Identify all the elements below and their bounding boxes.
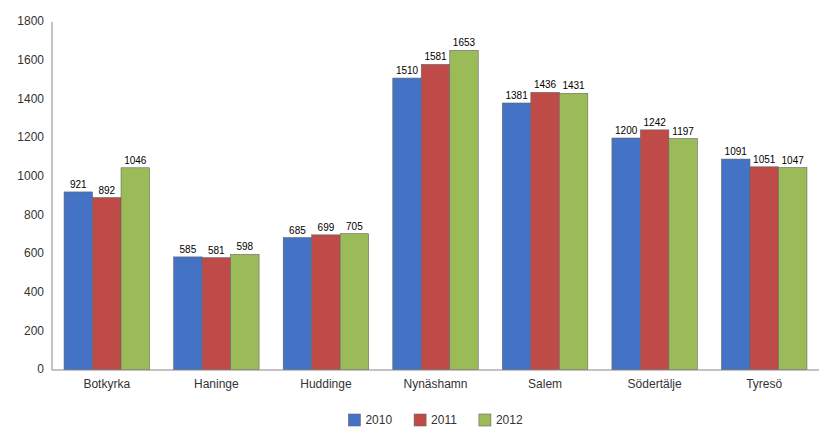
- bar: [202, 258, 230, 370]
- bar: [612, 138, 640, 370]
- bar: [121, 168, 149, 370]
- data-labels: 921 585 685 1510 1381 1200 1091 892 581 699 1581 14…: [70, 37, 804, 255]
- data-label: 892: [98, 185, 115, 196]
- data-label: 1436: [534, 79, 557, 90]
- legend-swatch: [348, 414, 360, 426]
- data-label: 705: [346, 221, 363, 232]
- data-label: 1197: [672, 126, 694, 137]
- bar: [750, 167, 778, 370]
- data-label: 1581: [424, 51, 447, 62]
- bar: [421, 64, 449, 370]
- legend-swatch: [414, 414, 426, 426]
- data-label: 1431: [562, 80, 585, 91]
- data-label: 699: [318, 222, 335, 233]
- bar: [231, 254, 259, 370]
- y-tick-label: 1400: [17, 92, 44, 106]
- x-axis: Botkyrka Haninge Huddinge Nynäshamn Salem Söd…: [52, 370, 819, 391]
- legend-item: 2011: [414, 413, 457, 427]
- bar: [393, 78, 421, 370]
- data-label: 1047: [782, 155, 805, 166]
- y-tick-label: 0: [37, 362, 44, 376]
- data-label: 921: [70, 179, 87, 190]
- bar: [502, 103, 530, 370]
- bar: [174, 257, 202, 370]
- legend: 2010 2011 2012: [348, 413, 523, 427]
- bar: [340, 234, 368, 370]
- legend-item: 2010: [348, 413, 392, 427]
- y-axis: 0 200 400 600 800 1000 1200 1400 1600 1800: [17, 14, 52, 376]
- legend-label: 2010: [365, 413, 392, 427]
- bar: [778, 168, 806, 370]
- data-label: 1200: [615, 125, 638, 136]
- x-tick-label: Salem: [528, 377, 562, 391]
- bar: [559, 93, 587, 370]
- y-tick-label: 600: [24, 246, 44, 260]
- legend-item: 2012: [479, 413, 523, 427]
- y-tick-label: 200: [24, 324, 44, 338]
- y-axis-line: [52, 22, 53, 370]
- y-tick-label: 1000: [17, 169, 44, 183]
- data-label: 1051: [753, 154, 776, 165]
- bar: [640, 130, 668, 370]
- data-label: 685: [289, 225, 306, 236]
- x-tick-label: Nynäshamn: [403, 377, 467, 391]
- data-label: 1510: [396, 65, 419, 76]
- data-label: 1381: [505, 90, 528, 101]
- x-tick-label: Haninge: [194, 377, 239, 391]
- data-label: 585: [180, 244, 197, 255]
- y-tick-label: 1600: [17, 53, 44, 67]
- bar: [64, 192, 92, 370]
- x-tick-label: Tyresö: [746, 377, 782, 391]
- y-tick-label: 1800: [17, 14, 44, 28]
- bar: [283, 238, 311, 370]
- x-axis-line: [52, 370, 819, 371]
- x-tick-label: Södertälje: [628, 377, 682, 391]
- data-label: 1046: [124, 155, 147, 166]
- y-tick-label: 400: [24, 285, 44, 299]
- chart-svg: 0 200 400 600 800 1000 1200 1400 1600 1800 921 585 6…: [0, 0, 839, 442]
- x-tick-label: Huddinge: [300, 377, 352, 391]
- data-label: 1242: [644, 117, 667, 128]
- bar: [450, 50, 478, 370]
- bars: [64, 50, 807, 370]
- legend-label: 2011: [431, 413, 457, 427]
- data-label: 1653: [453, 37, 476, 48]
- data-label: 1091: [725, 146, 748, 157]
- bar: [669, 139, 697, 370]
- bar: [531, 92, 559, 370]
- y-tick-label: 800: [24, 208, 44, 222]
- chart-container: 0 200 400 600 800 1000 1200 1400 1600 1800 921 585 6…: [0, 0, 839, 442]
- bar: [312, 235, 340, 370]
- y-tick-label: 1200: [17, 130, 44, 144]
- x-tick-label: Botkyrka: [83, 377, 130, 391]
- data-label: 581: [208, 245, 225, 256]
- bar: [93, 198, 121, 370]
- data-label: 598: [237, 241, 254, 252]
- bar: [721, 159, 749, 370]
- legend-swatch: [479, 414, 491, 426]
- legend-label: 2012: [496, 413, 523, 427]
